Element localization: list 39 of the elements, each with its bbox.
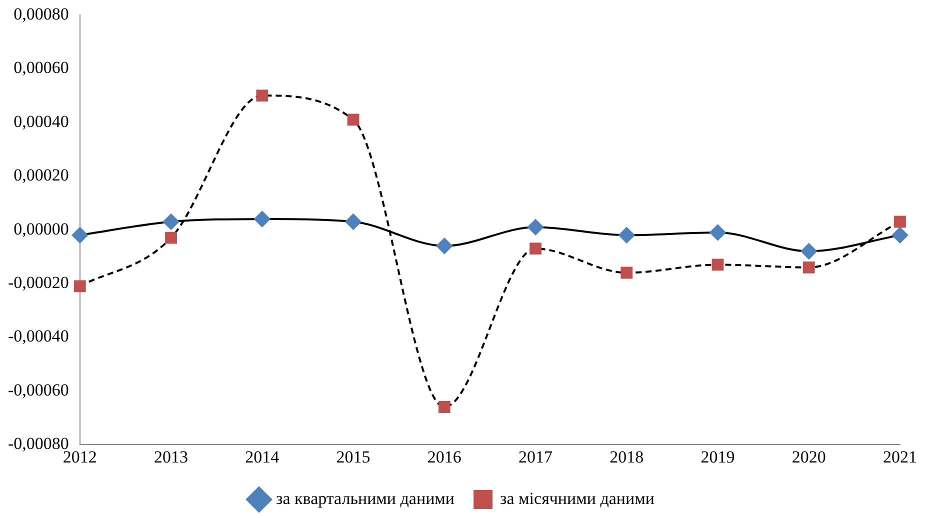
x-tick-label: 2014 — [245, 447, 280, 466]
legend-label: за квартальними даними — [276, 488, 455, 508]
point — [528, 219, 544, 236]
point — [72, 227, 88, 244]
point — [894, 216, 906, 228]
point — [530, 242, 542, 255]
x-tick-label: 2017 — [518, 447, 554, 466]
x-tick-label: 2018 — [610, 447, 644, 466]
point — [256, 90, 268, 102]
point — [802, 261, 815, 274]
x-tick-label: 2015 — [336, 447, 370, 466]
point — [438, 401, 450, 413]
y-tick-label: -0,00020 — [8, 272, 69, 292]
x-tick-label: 2013 — [154, 447, 188, 466]
point — [710, 224, 726, 240]
x-tick-label: 2020 — [792, 447, 826, 466]
x-tick-label: 2019 — [700, 447, 735, 466]
point — [620, 266, 633, 279]
y-tick-label: 0,00040 — [14, 112, 69, 131]
point — [165, 232, 177, 244]
legend-label: за місячними даними — [500, 488, 654, 508]
y-tick-label: -0,00040 — [8, 326, 69, 346]
y-tick-label: 0,00060 — [14, 58, 69, 78]
point — [345, 214, 362, 230]
point — [712, 258, 724, 271]
y-tick-label: -0,00060 — [8, 380, 69, 400]
point — [347, 114, 360, 126]
point — [254, 211, 270, 228]
x-tick-label: 2021 — [883, 447, 917, 466]
point — [618, 227, 635, 244]
point — [800, 243, 817, 260]
x-tick-label: 2016 — [427, 447, 462, 466]
point — [74, 280, 86, 292]
y-tick-label: 0,00020 — [14, 166, 69, 185]
y-tick-label: 0,00000 — [14, 219, 69, 238]
point — [892, 227, 908, 244]
point — [163, 214, 180, 230]
point — [436, 238, 452, 254]
y-tick-label: 0,00080 — [14, 4, 69, 24]
